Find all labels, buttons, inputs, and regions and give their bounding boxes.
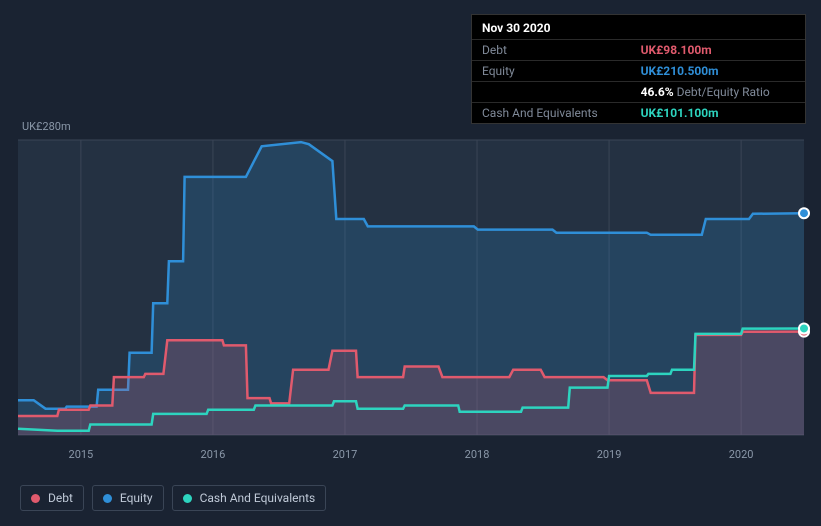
- tooltip-date: Nov 30 2020: [472, 15, 805, 39]
- x-tick-label: 2016: [201, 448, 226, 461]
- x-tick-label: 2017: [333, 448, 358, 461]
- tooltip-row-label: Equity: [472, 61, 631, 82]
- legend-label: Equity: [120, 491, 153, 505]
- tooltip-row-value: UK£101.100m: [631, 103, 805, 124]
- x-tick-label: 2015: [69, 448, 94, 461]
- legend-item-cash-and-equivalents[interactable]: Cash And Equivalents: [172, 485, 327, 511]
- x-tick-label: 2019: [597, 448, 622, 461]
- legend-label: Debt: [48, 491, 73, 505]
- legend-item-debt[interactable]: Debt: [20, 485, 84, 511]
- x-tick-label: 2018: [465, 448, 490, 461]
- x-axis-labels: 2015 2016 2017 2018 2019 2020: [18, 448, 804, 468]
- tooltip-row-label: [472, 82, 631, 103]
- tooltip-row-label: Cash And Equivalents: [472, 103, 631, 124]
- chart-legend: Debt Equity Cash And Equivalents: [20, 485, 326, 511]
- tooltip-row-value: 46.6% Debt/Equity Ratio: [631, 82, 805, 103]
- legend-dot: [31, 494, 40, 503]
- legend-label: Cash And Equivalents: [200, 491, 316, 505]
- legend-dot: [183, 494, 192, 503]
- tooltip-table: DebtUK£98.100mEquityUK£210.500m46.6% Deb…: [472, 39, 805, 123]
- legend-item-equity[interactable]: Equity: [92, 485, 164, 511]
- tooltip-row-label: Debt: [472, 40, 631, 61]
- chart-tooltip: Nov 30 2020 DebtUK£98.100mEquityUK£210.5…: [471, 14, 806, 124]
- tooltip-row-value: UK£210.500m: [631, 61, 805, 82]
- x-tick-label: 2020: [729, 448, 754, 461]
- tooltip-row-value: UK£98.100m: [631, 40, 805, 61]
- legend-dot: [103, 494, 112, 503]
